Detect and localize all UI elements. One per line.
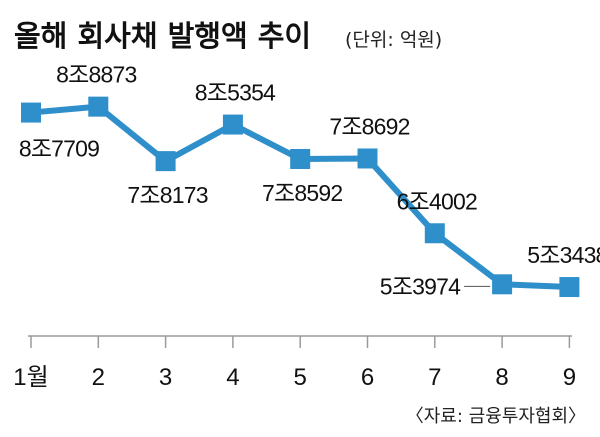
x-tick-label: 5 — [294, 364, 307, 391]
data-point-marker — [222, 114, 243, 135]
data-point-marker — [155, 151, 176, 172]
data-labels-group: 8조7709 8조8873 7조8173 8조5354 7조8592 7조8692 6조40… — [19, 62, 600, 300]
data-label: 8조7709 — [19, 136, 99, 162]
data-point-marker — [424, 223, 445, 244]
chart-unit-label: (단위: 억원) — [345, 29, 442, 51]
chart-title: 올해 회사채 발행액 추이 — [14, 19, 311, 53]
data-point-marker — [492, 274, 513, 295]
data-label: 7조8692 — [329, 113, 409, 139]
x-ticks: 1월 2 3 4 5 6 7 8 9 — [13, 336, 576, 391]
x-tick-label: 4 — [226, 364, 239, 391]
x-tick-label: 6 — [361, 364, 374, 391]
x-tick-label: 3 — [159, 364, 172, 391]
data-label: 8조5354 — [195, 80, 276, 106]
data-label: 8조8873 — [56, 62, 136, 88]
data-point-marker — [88, 96, 109, 117]
data-label: 5조3974 — [380, 273, 461, 299]
data-label: 7조8592 — [262, 180, 342, 206]
data-label: 5조3438 — [527, 242, 600, 268]
data-point-marker — [357, 148, 378, 169]
x-tick-label: 8 — [495, 364, 508, 391]
x-tick-label: 9 — [563, 364, 576, 391]
data-point-marker — [21, 102, 41, 123]
markers-group — [21, 96, 580, 298]
data-label: 7조8173 — [127, 182, 207, 208]
source-note: 〈자료: 금융투자협회〉 — [406, 406, 586, 427]
data-point-marker — [559, 277, 580, 298]
x-tick-label: 7 — [428, 364, 441, 391]
data-label: 6조4002 — [397, 188, 477, 214]
data-point-marker — [290, 148, 311, 169]
x-tick-label: 2 — [92, 364, 105, 391]
x-tick-label: 1월 — [13, 364, 48, 391]
